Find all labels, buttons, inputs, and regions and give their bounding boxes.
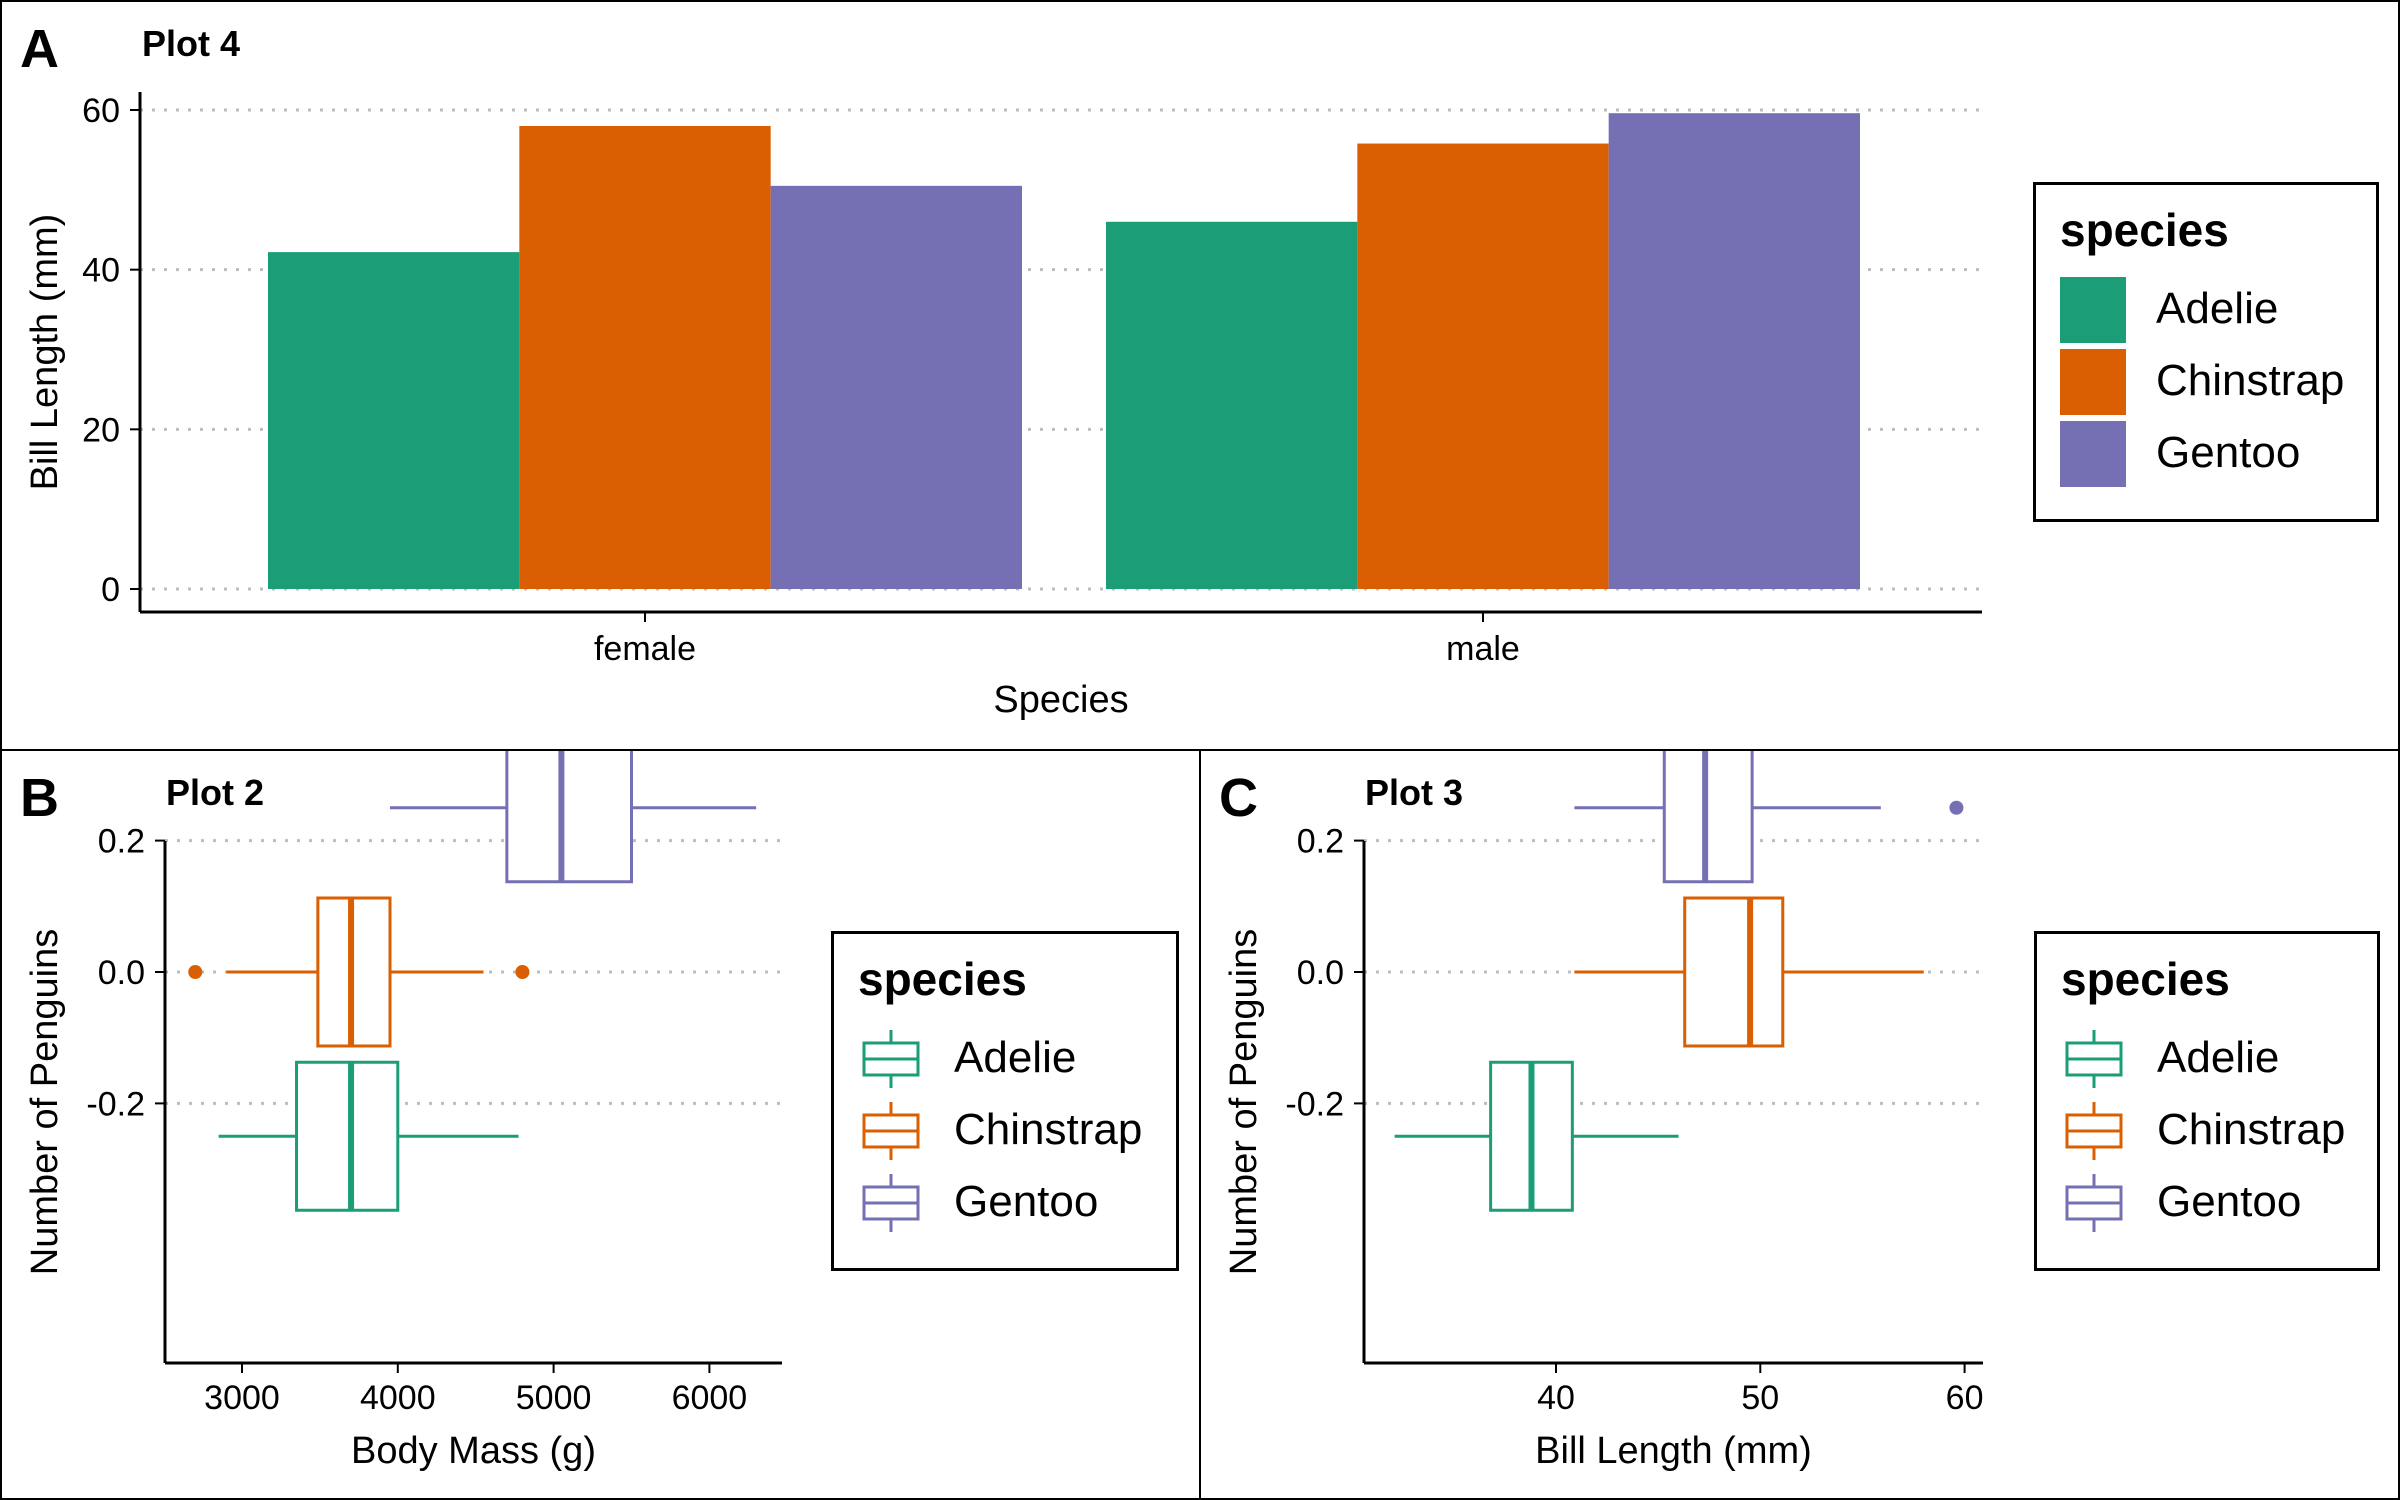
x-axis-title: Body Mass (g) [351, 1430, 596, 1472]
legend-key-chinstrap [2060, 349, 2126, 415]
box-chinstrap [1683, 896, 1785, 1048]
bar-chinstrap-female [519, 125, 771, 589]
panel-b: B Plot 2 -0.2 0.0 0.2 3000 4000 5000 6000 Body … [0, 749, 1201, 1500]
box-gentoo [505, 751, 633, 884]
panel-letter-a: A [20, 19, 59, 79]
y-tick-label: 20 [82, 411, 120, 449]
y-axis-title: Number of Penguins [24, 929, 66, 1275]
legend-key-chinstrap [858, 1098, 924, 1164]
y-tick-label: 0.2 [98, 823, 145, 861]
legend-item-chinstrap: Chinstrap [2060, 349, 2380, 415]
legend-item-chinstrap: Chinstrap [858, 1098, 1178, 1164]
boxplot-chart-c: -0.2 0.0 0.2 40 50 60 Bill Length (mm) Number o… [1223, 751, 1984, 1472]
legend-item-gentoo: Gentoo [2060, 421, 2380, 487]
legend-key-gentoo [858, 1170, 924, 1236]
x-tick-label: 3000 [204, 1379, 280, 1417]
x-tick-label: 40 [1537, 1379, 1575, 1417]
bar-adelie-female [268, 252, 520, 589]
y-axis-title: Bill Length (mm) [24, 214, 66, 491]
plot-title-b: Plot 2 [166, 772, 265, 813]
legend-label: Gentoo [954, 1177, 1099, 1226]
x-tick-label: 60 [1946, 1379, 1984, 1417]
legend-label: Chinstrap [954, 1105, 1143, 1154]
plot-title-a: Plot 4 [142, 23, 241, 64]
y-tick-label: 60 [82, 92, 120, 130]
legend-item-gentoo: Gentoo [2061, 1170, 2381, 1236]
y-tick-label: 0.0 [98, 954, 145, 992]
legend-c: species Adelie Chinstrap Gentoo [2034, 931, 2380, 1271]
bar-adelie-male [1106, 221, 1358, 589]
legend-label: Chinstrap [2156, 356, 2345, 405]
x-tick-label: 50 [1741, 1379, 1779, 1417]
bar-gentoo-female [770, 185, 1022, 589]
y-tick-label: 0.0 [1297, 954, 1344, 992]
bar-chart-a: 0 20 40 60 female male Species Bill Length (mm) [24, 92, 1982, 721]
legend-item-adelie: Adelie [2061, 1026, 2381, 1092]
y-tick-label: 0.2 [1297, 823, 1344, 861]
legend-label: Adelie [2157, 1033, 2280, 1082]
bar-chinstrap-male [1357, 143, 1609, 589]
outlier-chinstrap [515, 965, 530, 979]
x-tick-label: 5000 [516, 1379, 592, 1417]
outlier-chinstrap [188, 965, 203, 979]
legend-title: species [858, 953, 1027, 1005]
x-axis-title: Bill Length (mm) [1535, 1430, 1812, 1472]
panel-a: A Plot 4 0 20 40 60 female male Species Bill Le… [0, 0, 2400, 751]
legend-item-adelie: Adelie [858, 1026, 1178, 1092]
legend-label: Adelie [954, 1033, 1077, 1082]
y-tick-label: 0 [101, 571, 120, 609]
x-tick-label: female [594, 630, 696, 668]
legend-label: Gentoo [2157, 1177, 2302, 1226]
legend-item-adelie: Adelie [2060, 277, 2380, 343]
legend-key-adelie [2060, 277, 2126, 343]
plot-title-c: Plot 3 [1365, 772, 1464, 813]
y-tick-label: -0.2 [1285, 1085, 1344, 1123]
legend-item-gentoo: Gentoo [858, 1170, 1178, 1236]
x-axis-title: Species [993, 679, 1128, 721]
legend-key-chinstrap [2061, 1098, 2127, 1164]
legend-key-adelie [2061, 1026, 2127, 1092]
legend-b: species Adelie Chinstrap Gentoo [831, 931, 1179, 1271]
legend-key-gentoo [2061, 1170, 2127, 1236]
panel-c: C Plot 3 -0.2 0.0 0.2 40 50 60 Bill Length (mm… [1199, 749, 2400, 1500]
legend-label: Gentoo [2156, 428, 2301, 477]
legend-key-adelie [858, 1026, 924, 1092]
y-axis-title: Number of Penguins [1223, 929, 1265, 1275]
outlier-gentoo [1949, 800, 1964, 815]
legend-key-gentoo [2060, 421, 2126, 487]
y-tick-label: -0.2 [86, 1085, 145, 1123]
x-tick-label: 6000 [672, 1379, 748, 1417]
legend-label: Chinstrap [2157, 1105, 2346, 1154]
panel-letter-b: B [20, 768, 59, 828]
box-adelie [295, 1060, 400, 1212]
legend-item-chinstrap: Chinstrap [2061, 1098, 2381, 1164]
boxplot-chart-b: -0.2 0.0 0.2 3000 4000 5000 6000 Body Mass (g) N… [24, 751, 782, 1472]
legend-a: species Adelie Chinstrap Gentoo [2033, 182, 2379, 522]
y-tick-label: 40 [82, 252, 120, 290]
legend-title: species [2060, 204, 2229, 256]
legend-label: Adelie [2156, 284, 2279, 333]
panel-letter-c: C [1219, 768, 1258, 828]
legend-title: species [2061, 953, 2230, 1005]
box-gentoo [1662, 751, 1754, 884]
bar-gentoo-male [1608, 113, 1860, 590]
x-tick-label: male [1446, 630, 1520, 668]
x-tick-label: 4000 [360, 1379, 436, 1417]
